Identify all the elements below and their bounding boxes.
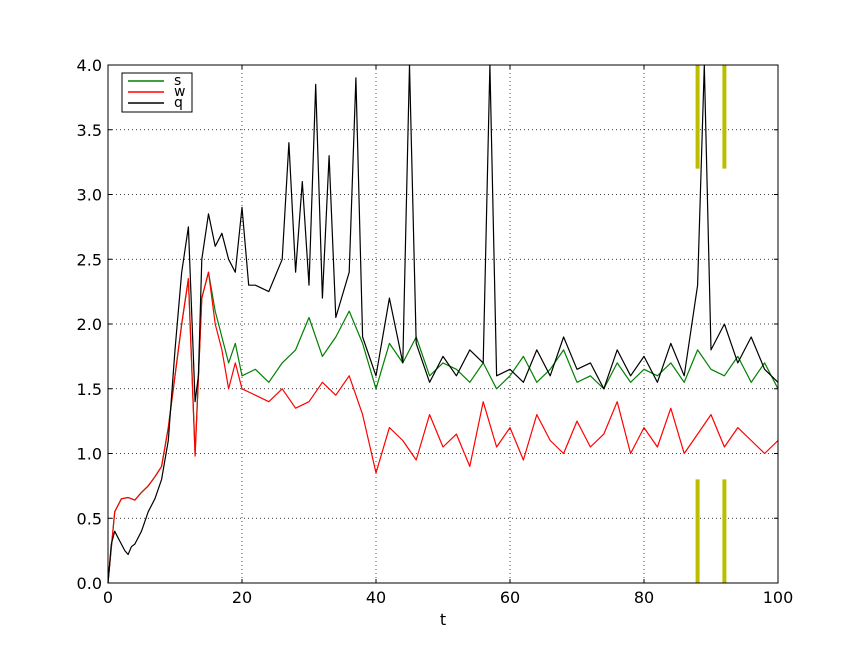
y-tick-label: 0.0	[77, 574, 102, 593]
y-tick-label: 0.5	[77, 509, 102, 528]
y-tick-label: 3.5	[77, 121, 102, 140]
vertical-markers	[695, 65, 727, 583]
x-tick-label: 100	[763, 588, 794, 607]
x-tick-label: 20	[232, 588, 252, 607]
plot-series	[107, 64, 779, 584]
x-tick-label: 0	[103, 588, 113, 607]
x-tick-label: 60	[500, 588, 520, 607]
series-line-q	[107, 64, 779, 584]
y-tick-label: 3.0	[77, 186, 102, 205]
legend-label-s: s	[174, 73, 181, 89]
x-tick-label: 40	[366, 588, 386, 607]
y-tick-label: 2.0	[77, 315, 102, 334]
x-axis-label: t	[440, 610, 446, 629]
x-tick-label: 80	[634, 588, 654, 607]
legend-label-q: q	[174, 95, 183, 111]
legend: swq	[121, 72, 193, 113]
y-tick-label: 4.0	[77, 56, 102, 75]
axis-ticks: 0 20 40 60 80 100 0.0 0.5 1.0 1.5 2.0 2.5 3.0 3.5 4.0	[77, 56, 794, 607]
y-tick-label: 1.0	[77, 445, 102, 464]
series-line-w	[107, 271, 779, 584]
y-tick-label: 1.5	[77, 380, 102, 399]
legend-label-w: w	[174, 84, 185, 100]
y-tick-label: 2.5	[77, 250, 102, 269]
